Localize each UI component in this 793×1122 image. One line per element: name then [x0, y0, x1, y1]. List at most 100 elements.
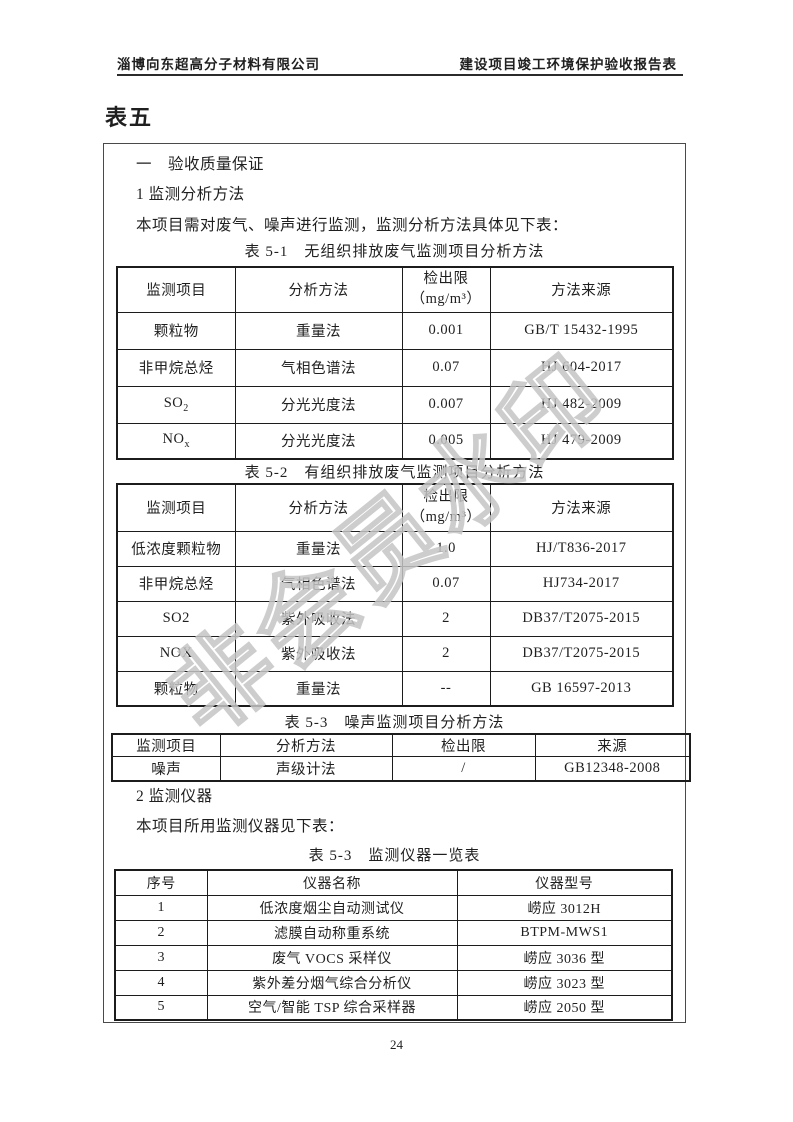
table-cell: 紫外差分烟气综合分析仪 [206, 969, 458, 996]
table-row: 4 紫外差分烟气综合分析仪 崂应 3023 型 [114, 969, 673, 996]
table4-caption: 表 5-3 监测仪器一览表 [308, 848, 481, 864]
table-cell: 噪声 [111, 756, 221, 781]
header-cell: 检出限 （mg/m³） [401, 483, 491, 532]
table-row: 非甲烷总烃 气相色谱法 0.07 HJ 604-2017 [116, 348, 674, 387]
header-cell: 检出限 （mg/m³） [401, 266, 491, 313]
table-cell: 气相色谱法 [234, 348, 403, 387]
table-cell: / [391, 756, 536, 781]
nox-subscript: x [184, 439, 190, 451]
table-cell: HJ734-2017 [489, 565, 674, 602]
table-cell: NOx [116, 422, 236, 460]
table-cell: 0.07 [401, 348, 491, 387]
table-cell: 4 [114, 969, 208, 996]
table-cell: HJ 479-2009 [489, 422, 674, 460]
table-cell: HJ/T836-2017 [489, 530, 674, 567]
section-heading-quality-assurance: 一 验收质量保证 [136, 156, 265, 173]
para-monitoring-intro: 本项目需对废气、噪声进行监测，监测分析方法具体见下表： [136, 217, 569, 234]
table-row: 噪声 声级计法 / GB12348-2008 [111, 756, 691, 781]
table-cell: 2 [114, 919, 208, 946]
table-cell: 崂应 3012H [456, 894, 673, 921]
table-cell: 低浓度颗粒物 [116, 530, 236, 567]
table-row: NOX 紫外吸收法 2 DB37/T2075-2015 [116, 635, 674, 672]
section-heading-analysis-methods: 1 监测分析方法 [136, 186, 245, 203]
table-cell: SO2 [116, 385, 236, 424]
table-cell: DB37/T2075-2015 [489, 635, 674, 672]
header-cell: 仪器型号 [456, 869, 673, 896]
header-cell: 序号 [114, 869, 208, 896]
header-cell: 分析方法 [234, 266, 403, 313]
table-row: SO2 分光光度法 0.007 HJ 482-2009 [116, 385, 674, 424]
table-cell: 0.007 [401, 385, 491, 424]
table-cell: 重量法 [234, 530, 403, 567]
table-cell: SO2 [116, 600, 236, 637]
table-row: 1 低浓度烟尘自动测试仪 崂应 3012H [114, 894, 673, 921]
table-cell: 颗粒物 [116, 311, 236, 350]
header-divider [117, 74, 683, 76]
table-cell: 5 [114, 994, 208, 1021]
table-noise: 监测项目 分析方法 检出限 来源 噪声 声级计法 / GB12348-2008 [111, 733, 691, 782]
table-cell: HJ 482-2009 [489, 385, 674, 424]
table-cell: BTPM-MWS1 [456, 919, 673, 946]
header-cell: 方法来源 [489, 266, 674, 313]
so2-subscript: 2 [183, 402, 189, 414]
table-cell: 崂应 3036 型 [456, 944, 673, 971]
header-cell: 监测项目 [116, 266, 236, 313]
table-cell: 1 [114, 894, 208, 921]
table-cell: 非甲烷总烃 [116, 348, 236, 387]
table-organized-emissions: 监测项目 分析方法 检出限 （mg/m³） 方法来源 低浓度颗粒物 重量法 1.… [116, 483, 674, 707]
content-box: 一 验收质量保证 1 监测分析方法 本项目需对废气、噪声进行监测，监测分析方法具… [103, 143, 691, 1023]
table-cell: 空气/智能 TSP 综合采样器 [206, 994, 458, 1021]
report-title: 建设项目竣工环境保护验收报告表 [459, 57, 677, 72]
table-row: 3 废气 VOCS 采样仪 崂应 3036 型 [114, 944, 673, 971]
table-cell: 低浓度烟尘自动测试仪 [206, 894, 458, 921]
table-cell: 气相色谱法 [234, 565, 403, 602]
table-cell: 废气 VOCS 采样仪 [206, 944, 458, 971]
table3-caption: 表 5-3 噪声监测项目分析方法 [284, 715, 505, 731]
header-cell: 监测项目 [111, 733, 221, 757]
table-cell: 紫外吸收法 [234, 600, 403, 637]
table-header-row: 监测项目 分析方法 检出限 （mg/m³） 方法来源 [116, 483, 674, 532]
header-cell: 分析方法 [219, 733, 393, 757]
table-cell: 0.001 [401, 311, 491, 350]
table-cell: HJ 604-2017 [489, 348, 674, 387]
table-instruments: 序号 仪器名称 仪器型号 1 低浓度烟尘自动测试仪 崂应 3012H 2 滤膜自… [114, 869, 673, 1021]
table-cell: 2 [401, 635, 491, 672]
table-row: 颗粒物 重量法 0.001 GB/T 15432-1995 [116, 311, 674, 350]
section-heading-instruments: 2 监测仪器 [136, 788, 213, 805]
table-fugitive-emissions: 监测项目 分析方法 检出限 （mg/m³） 方法来源 颗粒物 重量法 0.001… [116, 266, 674, 460]
table-row: SO2 紫外吸收法 2 DB37/T2075-2015 [116, 600, 674, 637]
table-cell: 紫外吸收法 [234, 635, 403, 672]
header-cell: 方法来源 [489, 483, 674, 532]
table-cell: 重量法 [234, 311, 403, 350]
table-cell: 2 [401, 600, 491, 637]
table-row: 非甲烷总烃 气相色谱法 0.07 HJ734-2017 [116, 565, 674, 602]
table-row: NOx 分光光度法 0.005 HJ 479-2009 [116, 422, 674, 460]
header-cell: 分析方法 [234, 483, 403, 532]
table2-caption: 表 5-2 有组织排放废气监测项目分析方法 [244, 465, 545, 481]
table-cell: 颗粒物 [116, 670, 236, 707]
company-name: 淄博向东超高分子材料有限公司 [117, 57, 320, 72]
table-cell: 滤膜自动称重系统 [206, 919, 458, 946]
page-header: 淄博向东超高分子材料有限公司 建设项目竣工环境保护验收报告表 [117, 53, 677, 73]
para-instruments-intro: 本项目所用监测仪器见下表： [136, 818, 345, 835]
table-cell: 分光光度法 [234, 422, 403, 460]
table-cell: 0.07 [401, 565, 491, 602]
table-cell: 非甲烷总烃 [116, 565, 236, 602]
header-cell: 来源 [534, 733, 691, 757]
table-cell: -- [401, 670, 491, 707]
page-title: 表五 [105, 105, 154, 130]
table-cell: GB/T 15432-1995 [489, 311, 674, 350]
table-row: 5 空气/智能 TSP 综合采样器 崂应 2050 型 [114, 994, 673, 1021]
table-cell: 重量法 [234, 670, 403, 707]
table-row: 颗粒物 重量法 -- GB 16597-2013 [116, 670, 674, 707]
page-number: 24 [390, 1037, 403, 1052]
header-cell: 监测项目 [116, 483, 236, 532]
table-cell: 崂应 2050 型 [456, 994, 673, 1021]
table-header-row: 监测项目 分析方法 检出限 （mg/m³） 方法来源 [116, 266, 674, 313]
table-header-row: 监测项目 分析方法 检出限 来源 [111, 733, 691, 757]
table-cell: 1.0 [401, 530, 491, 567]
table-row: 2 滤膜自动称重系统 BTPM-MWS1 [114, 919, 673, 946]
table-row: 低浓度颗粒物 重量法 1.0 HJ/T836-2017 [116, 530, 674, 567]
table-header-row: 序号 仪器名称 仪器型号 [114, 869, 673, 896]
